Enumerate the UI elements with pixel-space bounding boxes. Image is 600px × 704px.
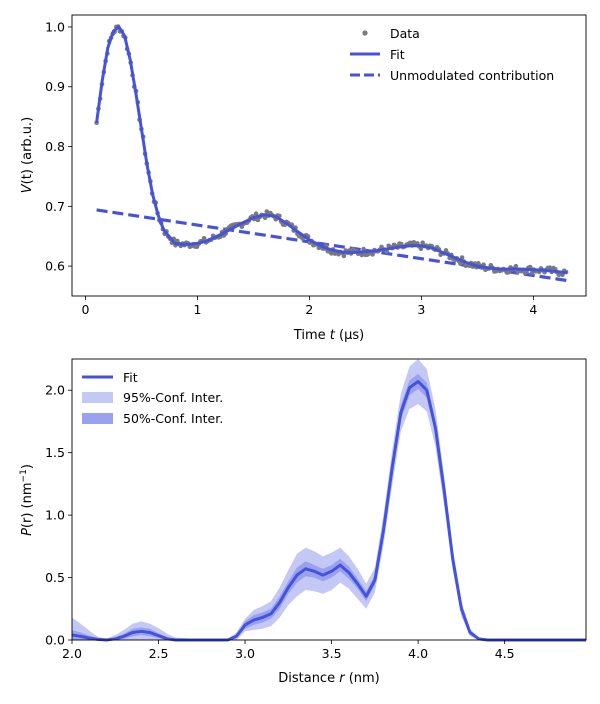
data-point xyxy=(458,261,463,266)
data-point xyxy=(506,269,512,275)
signal-legend: Data Fit Unmodulated contribution xyxy=(350,26,554,83)
distance-x-axis-label: Distance r (nm) xyxy=(278,671,380,686)
legend-fit-label: Fit xyxy=(123,370,138,385)
distance-y-axis-label: P(r) (nm−1) xyxy=(19,464,35,536)
x-tick-label: 4.0 xyxy=(408,646,428,661)
x-tick-label: 3.5 xyxy=(322,646,342,661)
y-tick-label: 0.0 xyxy=(45,633,65,648)
data-point xyxy=(418,246,424,252)
data-point xyxy=(513,263,519,269)
x-tick-label: 3 xyxy=(417,302,425,317)
y-tick-label: 1.5 xyxy=(45,445,65,460)
x-tick-label: 4.5 xyxy=(495,646,515,661)
y-tick-label: 0.8 xyxy=(45,139,65,154)
y-tick-label: 0.9 xyxy=(45,79,65,94)
data-point xyxy=(201,236,207,241)
legend-ci50-label: 50%-Conf. Inter. xyxy=(123,411,223,426)
data-point xyxy=(359,252,365,258)
data-point xyxy=(253,211,259,216)
distance-legend: Fit 95%-Conf. Inter. 50%-Conf. Inter. xyxy=(82,370,223,426)
fit-line xyxy=(71,380,586,642)
legend-data-marker xyxy=(362,30,368,36)
data-point xyxy=(547,265,553,271)
distance-plot-frame xyxy=(71,358,587,641)
fit-line xyxy=(95,25,568,275)
legend-data-label: Data xyxy=(390,26,420,41)
y-tick-label: 0.6 xyxy=(45,259,65,274)
data-point xyxy=(529,270,535,276)
y-tick-label: 0.7 xyxy=(45,199,65,214)
legend-ci95-label: 95%-Conf. Inter. xyxy=(123,390,223,405)
data-point xyxy=(361,246,366,252)
data-point xyxy=(262,215,268,220)
distance-panel: 2.0 2.5 3.0 3.5 4.0 4.5 0.0 0.5 1.0 1.5 2.0 Dista… xyxy=(19,358,587,686)
legend-ci50-swatch xyxy=(82,413,113,424)
signal-y-axis-label: V(t) (arb.u.) xyxy=(20,117,35,194)
legend-unmodulated-label: Unmodulated contribution xyxy=(390,68,554,83)
ci95-band xyxy=(72,359,586,640)
y-tick-label: 2.0 xyxy=(45,383,65,398)
distance-plot-area xyxy=(72,359,586,640)
x-tick-label: 2.5 xyxy=(149,646,169,661)
x-tick-label: 0 xyxy=(81,302,89,317)
data-point xyxy=(370,252,375,257)
x-tick-label: 3.0 xyxy=(235,646,255,661)
y-tick-label: 0.5 xyxy=(45,570,65,585)
legend-fit-label: Fit xyxy=(390,47,405,62)
signal-plot-area xyxy=(72,15,586,296)
signal-x-axis-label: Time t (µs) xyxy=(293,328,364,343)
data-point xyxy=(264,209,270,214)
data-point xyxy=(329,251,334,256)
y-tick-label: 1.0 xyxy=(45,508,65,523)
data-point xyxy=(420,240,426,245)
x-tick-label: 1 xyxy=(193,302,201,317)
data-point xyxy=(341,253,347,259)
legend-ci95-swatch xyxy=(82,392,113,403)
x-tick-label: 2.0 xyxy=(62,646,82,661)
signal-panel: 0 1 2 3 4 0.6 0.7 0.8 0.9 1.0 Time t (µs) V(t) (… xyxy=(20,14,587,343)
x-tick-label: 4 xyxy=(529,302,537,317)
y-tick-label: 1.0 xyxy=(45,19,65,34)
x-tick-label: 2 xyxy=(305,302,313,317)
signal-plot-frame xyxy=(71,14,587,297)
